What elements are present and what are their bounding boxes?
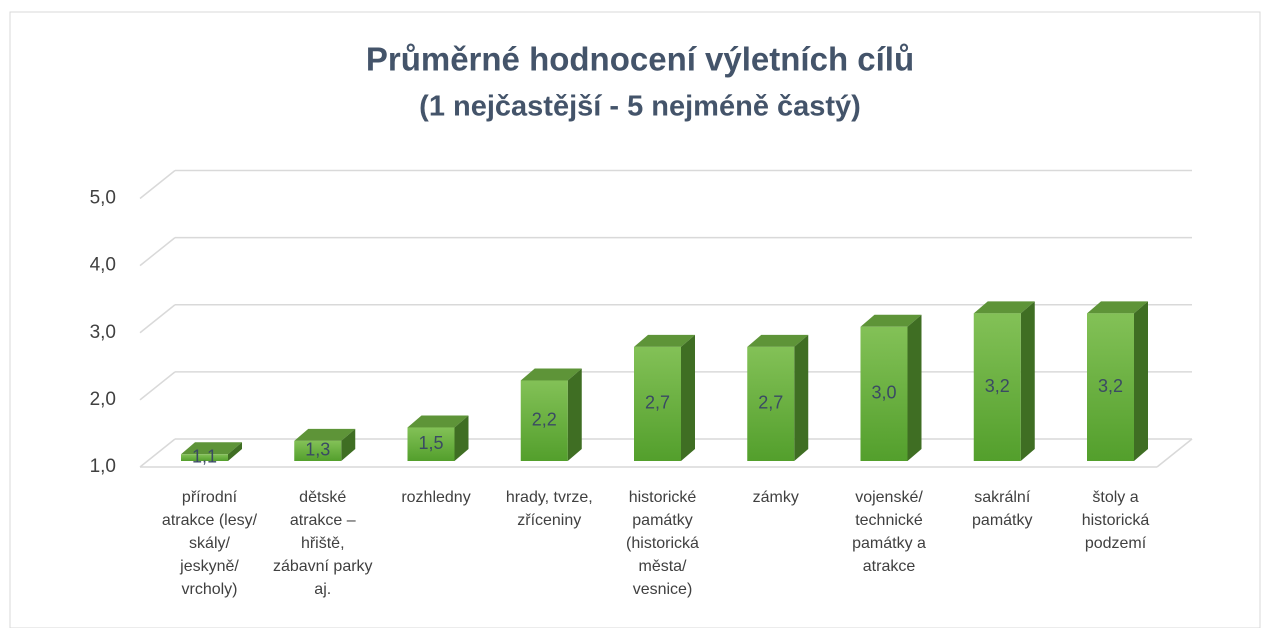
bar bbox=[973, 313, 1021, 461]
bar-side bbox=[1134, 301, 1148, 461]
bar-side bbox=[228, 442, 242, 461]
bar-side bbox=[454, 415, 469, 461]
bar bbox=[860, 326, 908, 461]
bar-side bbox=[681, 334, 695, 461]
x-tick-label: vojenské/ technické památky a atrakce bbox=[852, 489, 926, 575]
y-tick-label: 4,0 bbox=[90, 255, 116, 276]
value-label: 1,3 bbox=[305, 440, 330, 460]
chart-title: Průměrné hodnocení výletních cílů bbox=[366, 41, 914, 78]
x-tick-label: dětské atrakce – hřiště, zábavní parky a… bbox=[272, 489, 373, 598]
bar-top bbox=[294, 428, 356, 441]
y-tick-label: 1,0 bbox=[90, 456, 116, 477]
grid-depth bbox=[139, 438, 176, 468]
value-label: 3,0 bbox=[871, 383, 896, 403]
grid-depth bbox=[139, 304, 176, 334]
grid-depth bbox=[139, 371, 176, 401]
grid-depth bbox=[139, 237, 176, 267]
x-tick-label: přírodní atrakce (lesy/ skály/ jeskyně/ … bbox=[161, 489, 258, 598]
value-label: 2,7 bbox=[645, 393, 670, 413]
value-label: 3,2 bbox=[1098, 376, 1123, 396]
x-tick-label: historické památky (historická města/ ve… bbox=[626, 489, 699, 598]
x-tick-label: zámky bbox=[752, 489, 799, 506]
bar-top bbox=[520, 368, 582, 381]
bar-side bbox=[794, 334, 809, 461]
bar bbox=[294, 440, 342, 461]
bar-side bbox=[907, 314, 922, 461]
bar-top bbox=[634, 334, 695, 347]
value-label: 2,7 bbox=[758, 393, 783, 413]
chart-subtitle: (1 nejčastější - 5 nejméně častý) bbox=[419, 91, 861, 123]
y-tick-label: 3,0 bbox=[90, 322, 116, 343]
bar-top bbox=[973, 301, 1035, 314]
x-tick-label: sakrální památky bbox=[972, 489, 1033, 529]
bar-top bbox=[860, 314, 922, 327]
grid-depth bbox=[139, 169, 176, 200]
bar-top bbox=[181, 442, 242, 455]
value-label: 1,5 bbox=[418, 433, 443, 453]
bar bbox=[407, 427, 455, 461]
bar bbox=[520, 380, 568, 461]
bar bbox=[181, 454, 228, 461]
value-label: 3,2 bbox=[985, 376, 1010, 396]
bar-side bbox=[341, 428, 356, 461]
bar bbox=[747, 346, 795, 461]
x-tick-label: rozhledny bbox=[401, 489, 471, 506]
x-tick-label: štoly a historická podzemí bbox=[1081, 489, 1150, 552]
chart-border bbox=[9, 11, 1261, 628]
value-label: 1,1 bbox=[192, 446, 217, 466]
y-tick-label: 5,0 bbox=[90, 188, 116, 209]
bar-top bbox=[1087, 301, 1148, 314]
bar-side bbox=[1020, 301, 1035, 461]
y-tick-label: 2,0 bbox=[90, 389, 116, 410]
bar bbox=[634, 346, 681, 461]
x-tick-label: hrady, tvrze, zříceniny bbox=[505, 489, 593, 529]
value-label: 2,2 bbox=[532, 409, 557, 429]
bar bbox=[1087, 313, 1134, 461]
bar-top bbox=[407, 415, 469, 428]
bar-side bbox=[567, 368, 582, 461]
floor-right bbox=[1156, 438, 1193, 468]
bar-top bbox=[747, 334, 809, 347]
